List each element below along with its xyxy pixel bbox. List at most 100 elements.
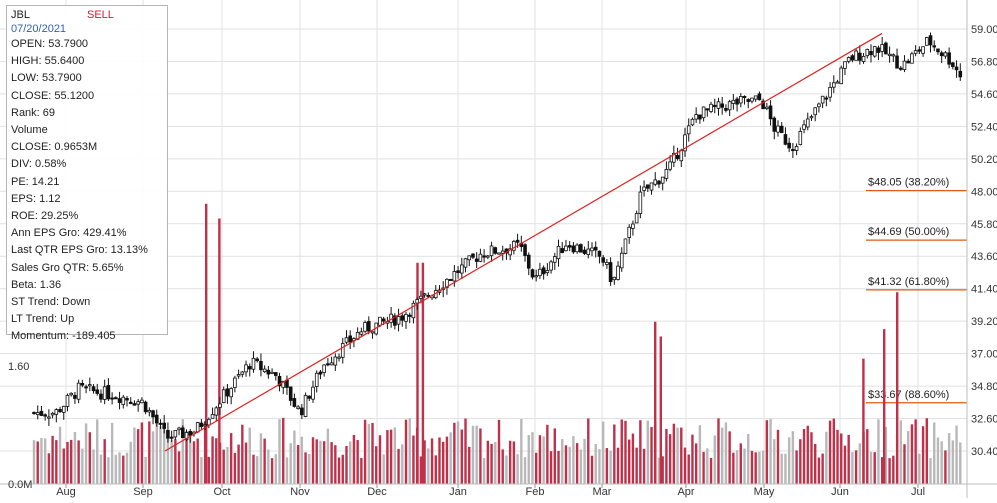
stat-sales-gro-qtr: Sales Gro QTR: 5.65% [11,261,124,274]
volume-bar [337,457,341,484]
month-label: Mar [593,486,612,498]
stat-last-qtr-eps-gro: Last QTR EPS Gro: 13.13% [11,244,148,257]
candle-body [482,255,486,258]
candle-body [839,67,844,85]
candle-body [333,356,338,366]
volume-spike-bar [205,203,208,484]
candle-body [742,95,747,98]
volume-bar [233,452,237,484]
candle-body [69,392,74,396]
volume-bar [140,422,144,484]
candle-body [381,318,386,322]
candle-body [459,264,464,274]
candle-body [173,430,178,438]
volume-bar [721,427,724,484]
volume-bar [523,457,527,484]
candle-body [809,116,814,119]
candle-body [114,397,118,400]
volume-bar [334,445,337,484]
volume-bar [698,425,702,484]
volume-bar [170,440,173,484]
volume-bar [125,452,129,484]
volume-bar [248,427,251,484]
volume-bar [877,419,880,484]
candle-body [404,313,408,322]
candle-body [188,431,193,436]
candle-body [366,321,371,332]
candle-body [266,369,271,375]
candle-body [288,386,293,401]
candle-body [344,337,349,343]
candle-body [634,213,639,224]
volume-bar [352,434,356,484]
candle-body [151,410,155,418]
volume-bar [661,456,664,484]
volume-bar [802,429,806,484]
volume-bar [709,457,713,484]
volume-bar [791,431,795,484]
price-tick-label: 37.00 [971,349,997,361]
candle-body [601,257,605,263]
volume-bar [438,437,441,484]
volume-tick-label: 1.60 [8,361,29,373]
volume-bar [185,431,188,484]
candle-body [184,432,189,441]
volume-bar [516,454,519,484]
volume-spike-bar [659,336,662,484]
volume-bar [538,435,542,484]
candle-body [947,52,951,65]
candle-body [311,386,315,400]
candle-body [698,114,702,120]
volume-bar [873,452,876,484]
candle-body [448,278,453,281]
volume-bar [795,450,798,484]
price-tick-label: 48.00 [971,186,997,198]
stat-momentum: Momentum: -189.405 [11,330,116,343]
volume-bar [884,426,888,484]
candle-body [954,66,959,71]
candle-body [668,161,672,170]
candle-body [296,406,300,410]
volume-bar [482,458,486,484]
candle-body [370,331,375,334]
candle-body [608,262,613,283]
candle-body [43,414,47,417]
volume-bar [159,426,162,484]
volume-bar [107,457,110,484]
stat-rank: Rank: 69 [11,106,56,119]
volume-bar [144,456,147,484]
stat-pe: PE: 14.21 [11,175,60,188]
volume-bar [174,439,177,484]
volume-bar [222,449,225,484]
volume-bar [687,454,690,484]
candle-body [210,414,215,419]
candle-body [277,375,282,387]
candle-body [541,267,546,275]
candle-body [605,262,609,265]
candle-body [813,107,817,116]
candle-body [318,371,323,375]
volume-bar [442,441,445,484]
month-label: Jun [831,486,849,498]
volume-bar [189,433,192,484]
month-label: Sep [133,486,153,498]
candle-body [638,191,643,214]
candle-body [832,82,836,88]
candle-body [99,393,103,400]
volume-bar [289,443,292,484]
candle-body [798,130,803,145]
volume-bar [843,445,847,484]
volume-bar [773,439,776,484]
volume-bar [583,438,586,484]
volume-bar [505,455,508,484]
volume-bar [382,454,385,484]
volume-bar [207,456,211,484]
volume-bar [750,450,754,484]
volume-bar [549,451,553,484]
candle-body [411,302,416,319]
volume-bar [683,447,687,484]
candle-body [597,250,602,257]
candle-body [545,270,550,274]
volume-bar [903,444,906,484]
candle-body [582,249,587,254]
